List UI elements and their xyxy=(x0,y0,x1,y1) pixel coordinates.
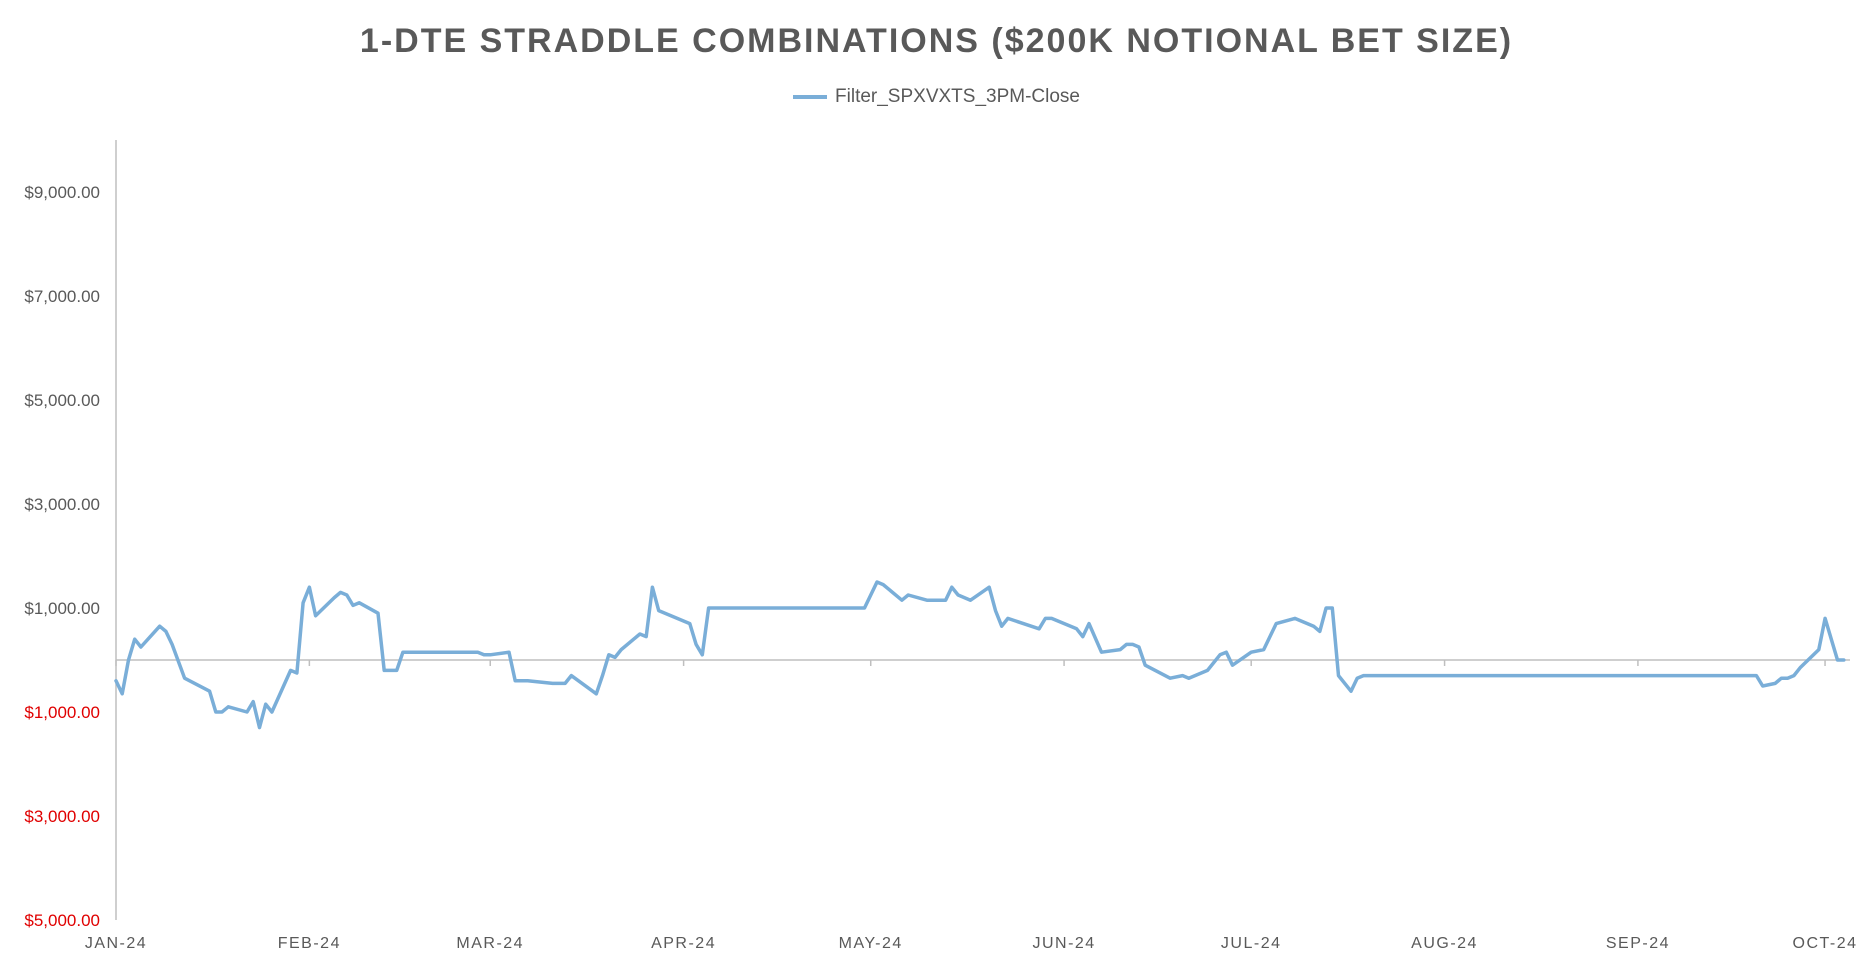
y-tick-label: $5,000.00 xyxy=(24,911,100,930)
x-tick-label: JUL-24 xyxy=(1221,935,1282,952)
x-axis-tick-marks xyxy=(115,660,1826,666)
y-tick-label: $1,000.00 xyxy=(24,599,100,618)
y-tick-label: $9,000.00 xyxy=(24,183,100,202)
y-tick-label: $7,000.00 xyxy=(24,287,100,306)
y-axis-tick-labels: $9,000.00 $7,000.00 $5,000.00 $3,000.00 $1,0… xyxy=(24,183,100,930)
y-tick-label: $3,000.00 xyxy=(24,807,100,826)
y-tick-label: $1,000.00 xyxy=(24,703,100,722)
series-layer xyxy=(114,580,1846,730)
y-tick-label: $3,000.00 xyxy=(24,495,100,514)
legend: Filter_SPXVXTS_3PM-Close xyxy=(0,86,1873,108)
x-tick-label: AUG-24 xyxy=(1411,935,1478,952)
x-tick-label: MAR-24 xyxy=(456,935,524,952)
x-tick-label: JUN-24 xyxy=(1032,935,1095,952)
y-tick-label: $5,000.00 xyxy=(24,391,100,410)
x-tick-label: MAY-24 xyxy=(839,935,903,952)
x-tick-label: APR-24 xyxy=(651,935,716,952)
x-tick-label: SEP-24 xyxy=(1606,935,1670,952)
series-line-0 xyxy=(114,580,1846,730)
chart-title: 1-DTE STRADDLE COMBINATIONS ($200K NOTIO… xyxy=(359,22,1514,60)
x-tick-label: OCT-24 xyxy=(1793,935,1858,952)
x-axis-tick-labels: JAN-24 FEB-24 MAR-24 APR-24 MAY-24 JUN-24 JUL-… xyxy=(85,935,1858,952)
x-tick-label: FEB-24 xyxy=(278,935,341,952)
legend-swatch xyxy=(793,95,828,99)
legend-label: Filter_SPXVXTS_3PM-Close xyxy=(835,86,1080,107)
x-tick-label: JAN-24 xyxy=(85,935,147,952)
